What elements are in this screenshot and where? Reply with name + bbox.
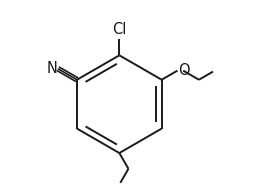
Text: N: N (46, 61, 57, 76)
Text: Cl: Cl (112, 22, 126, 37)
Text: O: O (178, 63, 190, 78)
